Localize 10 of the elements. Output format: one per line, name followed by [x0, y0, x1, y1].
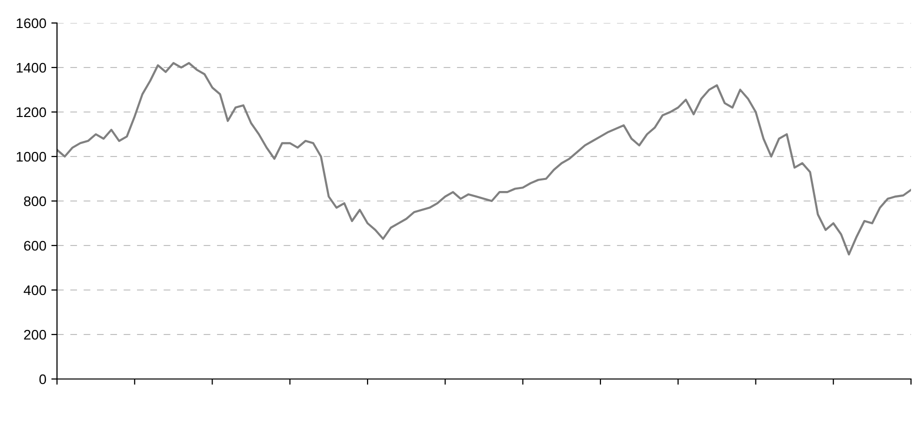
y-tick-label: 1200: [16, 107, 46, 118]
y-tick-label: 1600: [16, 18, 46, 28]
y-tick-label: 200: [24, 330, 46, 340]
y-tick-label: 1000: [16, 152, 46, 162]
y-tick-label: 600: [24, 240, 46, 251]
line-series: [57, 62, 911, 256]
y-tick-label: 400: [24, 285, 46, 296]
y-tick-label: 0: [39, 374, 46, 384]
y-tick-label: 800: [24, 196, 46, 206]
y-tick-label: 1400: [16, 62, 46, 73]
